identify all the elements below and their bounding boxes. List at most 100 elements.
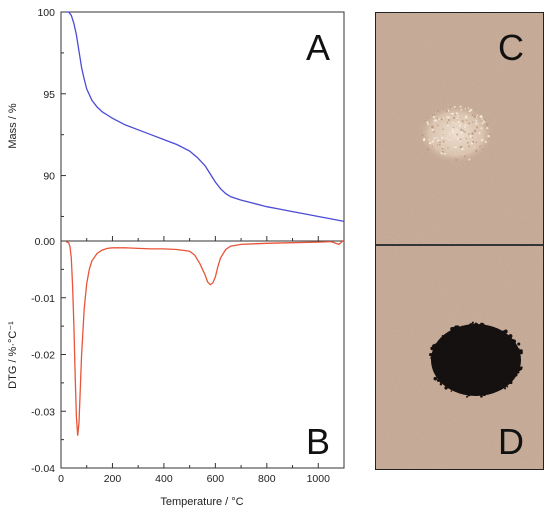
residue-speck <box>466 141 469 144</box>
residue-speck <box>469 392 473 396</box>
residue-speck <box>468 122 471 125</box>
residue-speck <box>515 366 519 370</box>
residue-speck <box>450 390 453 392</box>
residue-speck <box>491 330 494 334</box>
panel-a-axis-ticks: 90 95 100 <box>37 7 319 241</box>
residue-speck <box>480 323 485 327</box>
residue-speck <box>486 388 489 391</box>
residue-speck <box>468 133 470 135</box>
residue-speck <box>473 115 477 119</box>
residue-speck <box>436 378 440 382</box>
tga-dtg-charts: 90 95 100 -0.04 -0.03 -0.02 -0.01 0.00 0 200 400 6… <box>7 7 345 508</box>
residue-speck <box>499 329 502 332</box>
residue-speck <box>437 351 441 355</box>
residue-speck <box>449 335 452 338</box>
residue-speck <box>475 119 478 122</box>
residue-speck <box>431 145 434 148</box>
residue-speck <box>457 120 460 124</box>
residue-speck <box>429 352 433 357</box>
residue-speck <box>431 140 435 143</box>
residue-speck <box>515 356 518 358</box>
residue-speck <box>472 121 474 123</box>
residue-speck <box>443 336 447 340</box>
panel-label-c: C <box>498 27 524 68</box>
residue-speck <box>481 122 484 125</box>
y-tick-label-mass: 95 <box>43 89 55 101</box>
residue-speck <box>436 144 439 146</box>
residue-speck <box>464 115 468 118</box>
residue-speck <box>464 131 467 133</box>
residue-speck <box>433 119 436 122</box>
y-axis-title-dtg: DTG / %·°C⁻¹ <box>7 321 19 389</box>
y-tick-label-dtg: -0.04 <box>31 463 55 475</box>
residue-speck <box>426 121 429 124</box>
panel-b-axis-ticks: -0.04 -0.03 -0.02 -0.01 0.00 0 200 400 600 800 100… <box>31 236 330 485</box>
residue-speck <box>467 107 470 109</box>
residue-speck <box>436 117 439 120</box>
residue-speck <box>479 115 483 118</box>
white-residue-speckle <box>421 105 492 162</box>
residue-speck <box>447 118 451 122</box>
residue-speck <box>446 124 449 127</box>
residue-speck <box>476 114 479 116</box>
residue-speck <box>475 122 478 125</box>
residue-speck <box>503 329 508 334</box>
y-tick-label-dtg: -0.01 <box>31 293 55 305</box>
residue-speck <box>460 131 463 134</box>
residue-speck <box>480 395 483 398</box>
residue-speck <box>465 137 468 140</box>
y-tick-label-dtg: 0.00 <box>35 236 56 248</box>
residue-speck <box>475 141 477 144</box>
residue-speck <box>515 371 517 374</box>
residue-speck <box>451 130 454 133</box>
residue-speck <box>518 366 523 371</box>
residue-speck <box>460 146 463 148</box>
residue-speck <box>431 128 434 132</box>
residue-speck <box>438 347 442 351</box>
residue-speck <box>475 149 478 153</box>
residue-speck <box>451 332 453 335</box>
residue-speck <box>484 119 487 121</box>
residue-speck <box>454 146 457 149</box>
panel-a-frame <box>60 11 345 242</box>
residue-speck <box>473 146 476 148</box>
residue-speck <box>427 123 430 126</box>
residue-speck <box>427 116 430 119</box>
residue-speck <box>506 385 509 388</box>
residue-speck <box>467 393 470 396</box>
residue-speck <box>432 131 435 134</box>
residue-speck <box>494 329 499 333</box>
residue-speck <box>486 123 489 126</box>
residue-speck <box>475 126 479 129</box>
residue-speck <box>443 108 445 110</box>
residue-speck <box>442 128 444 130</box>
residue-speck <box>507 377 511 381</box>
photo-grain-texture <box>376 13 543 469</box>
residue-speck <box>480 127 483 130</box>
residue-speck <box>439 379 444 384</box>
residue-speck <box>502 330 505 333</box>
residue-speck <box>438 373 443 378</box>
residue-speck <box>461 120 465 123</box>
residue-speck <box>478 132 481 135</box>
residue-speck <box>488 329 492 334</box>
residue-speck <box>436 124 439 127</box>
residue-speck <box>492 389 495 393</box>
residue-speck <box>453 105 456 108</box>
x-tick-label: 600 <box>207 473 225 485</box>
residue-speck <box>519 351 523 355</box>
residue-speck <box>422 138 426 142</box>
residue-speck <box>443 152 446 155</box>
residue-speck <box>433 137 436 140</box>
residue-speck <box>463 126 466 129</box>
residue-speck <box>517 342 521 346</box>
residue-speck <box>480 139 484 142</box>
residue-speck <box>433 369 437 373</box>
panel-label-a: A <box>306 27 330 68</box>
residue-speck <box>471 113 474 116</box>
residue-speck <box>447 383 450 386</box>
residue-speck <box>492 328 496 331</box>
residue-speck <box>508 334 513 339</box>
y-tick-label-dtg: -0.03 <box>31 406 55 418</box>
